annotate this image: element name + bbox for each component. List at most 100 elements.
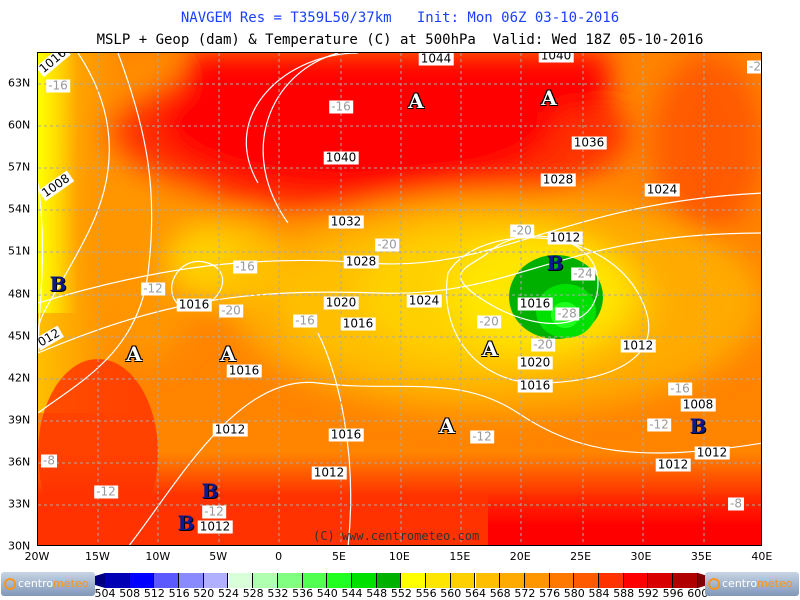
temperature-isotherm-label: -28 [555, 306, 579, 321]
centrometeo-logo-left: centrometeo [1, 572, 95, 596]
latitude-tick-label: 33N [8, 497, 31, 511]
longitude-tick-label: 15E [449, 550, 471, 563]
latitude-tick-label: 54N [8, 202, 31, 216]
isobars [38, 53, 761, 545]
isobar-label: 1016 [226, 363, 262, 378]
isobar-label: 1012 [655, 457, 691, 472]
latitude-tick-label: 36N [8, 455, 31, 469]
colorbar-tick-label: 576 [539, 587, 561, 600]
colorbar-scale: 504 508 512 516 520 524 528 532 536 540 544 548 552 5… [0, 570, 800, 600]
latitude-tick-label: 42N [8, 371, 31, 385]
isobar-label: 1016 [517, 378, 553, 393]
model-run-title: NAVGEM Res = T359L50/37km Init: Mon 06Z … [180, 10, 620, 26]
low-pressure-marker: B [201, 479, 219, 503]
colorbar-swatch [574, 573, 599, 588]
colorbar-tick-label: 584 [588, 587, 610, 600]
isobar-label: 1020 [323, 295, 359, 310]
colorbar-swatch [154, 573, 180, 588]
colorbar-tick-label: 520 [193, 587, 215, 600]
temperature-isotherm-label: -20 [531, 337, 555, 352]
isobar-label: 1016 [340, 316, 376, 331]
colorbar-tick-label: 564 [465, 587, 486, 600]
longitude-tick-label: 20W [24, 550, 50, 563]
temperature-isotherm-label: -12 [94, 484, 118, 499]
latitude-tick-label: 30N [8, 539, 31, 553]
chart-description: MSLP + Geop (dam) & Temperature (C) at 5… [96, 32, 704, 48]
longitude-tick-label: 30E [630, 550, 652, 563]
colorbar-tick-label: 600 [687, 587, 709, 600]
colorbar-tick-label: 516 [168, 587, 190, 600]
colorbar-swatch [302, 573, 328, 588]
isobar-label: 1044 [418, 52, 454, 66]
latitude-tick-label: 51N [8, 244, 31, 258]
high-pressure-marker: A [126, 342, 142, 366]
isobar-label: 1016 [38, 53, 71, 78]
isobar-label: 1024 [644, 182, 680, 197]
longitude-tick-label: 0 [275, 550, 283, 563]
temperature-isotherm-label: -2 [747, 59, 761, 74]
colorbar-swatch [648, 573, 674, 588]
colorbar-tick-label: 524 [218, 587, 239, 600]
geopotential-field [38, 53, 761, 545]
colorbar-swatch [426, 573, 451, 588]
temperature-isotherm-label: -20 [477, 314, 501, 329]
isobar-label: 1040 [538, 53, 574, 63]
colorbar-swatch [549, 573, 575, 588]
temperature-isotherm-label: -8 [728, 496, 744, 511]
longitude-tick-label: 10W [145, 550, 171, 563]
isobar-label: 1016 [517, 296, 553, 311]
longitude-tick-label: 5W [209, 550, 228, 563]
centrometeo-logo-right: centrometeo [705, 572, 799, 596]
colorbar-swatch [352, 573, 377, 588]
isobar-label: 1012 [197, 519, 233, 534]
longitude-tick-label: 20E [509, 550, 531, 563]
temperature-isotherm-label: -20 [510, 223, 534, 238]
temperature-isotherm-label: -16 [668, 381, 692, 396]
temperature-isotherm-label: -12 [470, 429, 494, 444]
colorbar-tick-label: 508 [119, 587, 141, 600]
isobar-label: 1012 [311, 465, 347, 480]
temperature-isotherm-label: -16 [329, 99, 353, 114]
longitude-tick-label: 40E [751, 550, 773, 563]
logo-text: centro [18, 577, 54, 590]
isobar-label: 1024 [406, 293, 442, 308]
colorbar-swatch [277, 573, 303, 588]
low-pressure-marker: B [689, 414, 707, 438]
low-pressure-marker: B [546, 251, 564, 275]
colorbar-tick-label: 556 [415, 587, 437, 600]
temperature-isotherm-label: -20 [375, 237, 399, 252]
logo-text-accent: meteo [757, 577, 793, 590]
colorbar-swatch [327, 573, 352, 588]
isobar-label: 1008 [680, 397, 716, 412]
isobar-label: 1036 [571, 135, 607, 150]
temperature-isotherm-label: -12 [202, 504, 226, 519]
low-pressure-marker: B [49, 272, 67, 296]
colorbar-tick-label: 568 [489, 587, 511, 600]
colorbar-tick-label: 552 [390, 587, 412, 600]
colorbar-tick-label: 544 [341, 587, 363, 600]
colorbar-swatch [475, 573, 501, 588]
colorbar-tick-label: 536 [292, 587, 314, 600]
high-pressure-marker: A [482, 337, 498, 361]
colorbar-tick-label: 504 [94, 587, 116, 600]
colorbar-swatch [450, 573, 476, 588]
isobar-label: 1012 [212, 422, 248, 437]
longitude-tick-label: 25E [570, 550, 592, 563]
temperature-isotherm-label: -16 [46, 78, 70, 93]
colorbar-swatch [673, 573, 698, 588]
colorbar-tick-label: 560 [440, 587, 462, 600]
temperature-isotherm-label: -12 [647, 417, 671, 432]
colorbar-swatch [500, 573, 525, 588]
colorbar-tick-label: 548 [366, 587, 388, 600]
low-pressure-marker: B [177, 511, 195, 535]
isobar-label: 1012 [620, 338, 656, 353]
colorbar-swatch [599, 573, 624, 588]
temperature-isotherm-label: -16 [293, 313, 317, 328]
temperature-isotherm-label: -16 [233, 259, 257, 274]
weather-map[interactable]: 1044 1040 1040 1036 1032 1028 1024 1012 1028 1020… [37, 52, 762, 546]
isobar-label: 1040 [323, 150, 359, 165]
longitude-tick-label: 35E [690, 550, 712, 563]
colorbar-tick-label: 596 [662, 587, 684, 600]
isobar-label: 1032 [328, 214, 364, 229]
colorbar-swatch [253, 573, 278, 588]
